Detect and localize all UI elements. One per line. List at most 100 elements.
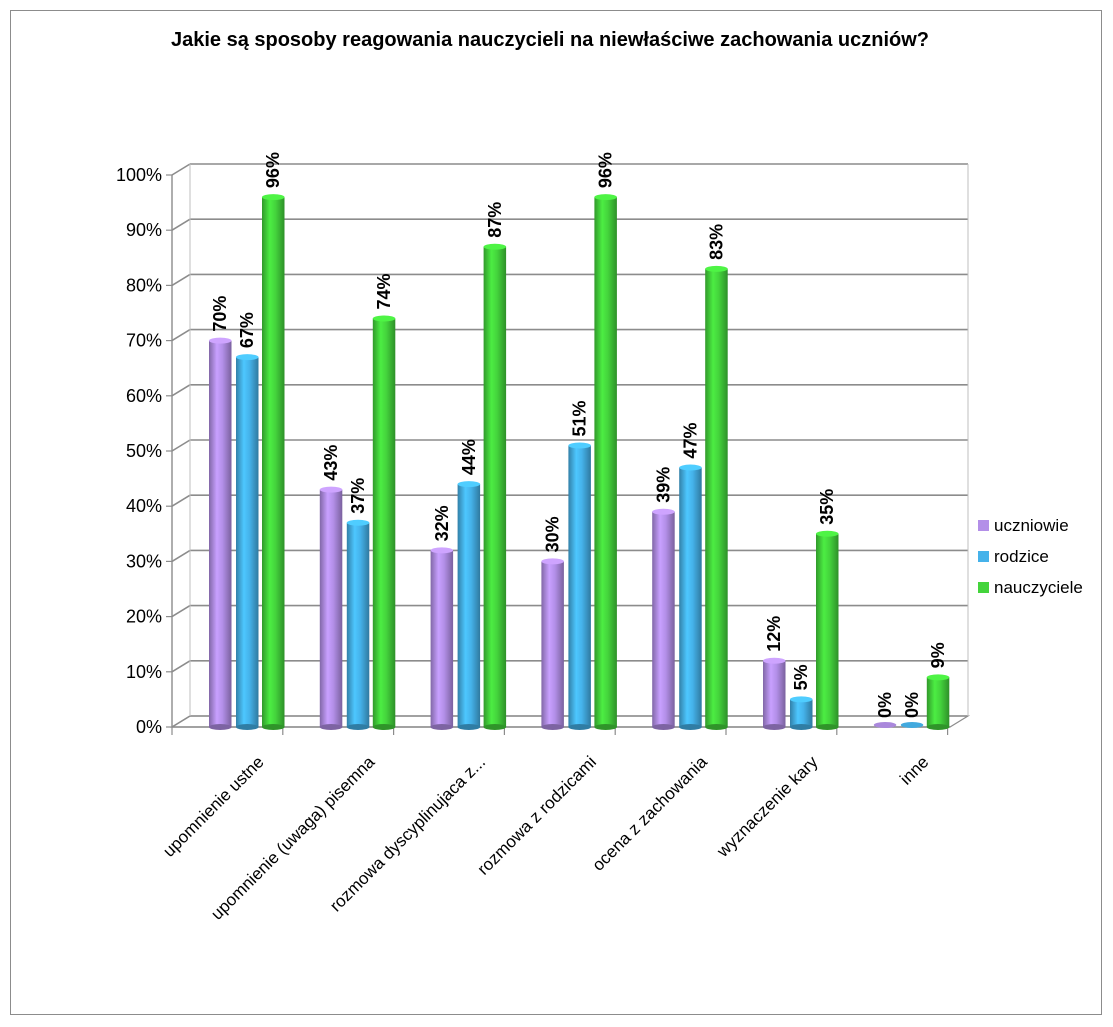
- bar-body: [372, 318, 396, 727]
- bar: [568, 442, 591, 730]
- bar-body: [568, 445, 591, 727]
- bar-base: [541, 724, 564, 730]
- bar: [816, 530, 839, 730]
- bar-body: [457, 484, 481, 727]
- data-label: 74%: [374, 273, 394, 309]
- gridline-depth: [171, 549, 191, 563]
- bar: [705, 265, 728, 730]
- bar-cap: [319, 486, 343, 493]
- data-label: 32%: [432, 505, 452, 541]
- y-tick-label: 0%: [136, 717, 162, 737]
- bar-body: [236, 357, 259, 727]
- bar-cap: [568, 442, 591, 449]
- y-tick-label: 40%: [126, 496, 162, 516]
- bar-base: [209, 724, 232, 730]
- bar-base: [763, 724, 786, 730]
- bar-body: [594, 197, 617, 727]
- data-label: 0%: [875, 692, 895, 718]
- bar: [594, 194, 617, 730]
- bar: [873, 722, 897, 728]
- bar-base: [483, 724, 507, 730]
- bar: [430, 547, 454, 730]
- legend-item: rodzice: [978, 541, 1083, 572]
- bar-base: [790, 724, 813, 730]
- bar-cap: [430, 547, 454, 554]
- bar: [679, 464, 702, 730]
- bar-cap: [236, 354, 259, 361]
- legend-item: nauczyciele: [978, 572, 1083, 603]
- gridline-depth: [171, 328, 191, 342]
- y-tick-label: 10%: [126, 662, 162, 682]
- bar-body: [816, 533, 839, 727]
- bar-body: [763, 660, 786, 727]
- bar-base: [568, 724, 591, 730]
- bar-body: [262, 197, 285, 727]
- bar-cap: [346, 519, 370, 526]
- bar-base: [236, 724, 259, 730]
- bar: [541, 558, 564, 730]
- data-label: 39%: [653, 467, 673, 503]
- bar: [209, 337, 232, 730]
- data-label: 37%: [348, 478, 368, 514]
- bar: [900, 722, 924, 728]
- chart-frame: [10, 10, 1102, 1015]
- bar: [346, 519, 370, 730]
- bar-cap: [594, 194, 617, 201]
- bar-cap: [873, 722, 897, 728]
- data-label: 35%: [817, 489, 837, 525]
- data-label: 83%: [706, 224, 726, 260]
- legend-item: uczniowie: [978, 510, 1083, 541]
- bar-body: [652, 511, 675, 727]
- data-label: 30%: [543, 516, 563, 552]
- data-label: 44%: [459, 439, 479, 475]
- gridline-depth: [171, 163, 191, 176]
- y-tick-label: 30%: [126, 551, 162, 571]
- gridline-depth: [171, 384, 191, 397]
- bar: [790, 696, 813, 730]
- bar-cap: [652, 508, 675, 515]
- bar-cap: [483, 243, 507, 250]
- x-tick-label: upomnienie ustne: [159, 752, 267, 860]
- bar: [483, 243, 507, 730]
- bar-body: [430, 550, 454, 727]
- legend-label: nauczyciele: [994, 577, 1083, 597]
- bar-cap: [372, 315, 396, 322]
- bar: [763, 657, 786, 730]
- bar-cap: [763, 657, 786, 664]
- bar: [457, 481, 481, 730]
- data-label: 47%: [680, 423, 700, 459]
- bar-body: [541, 561, 564, 727]
- legend-label: rodzice: [994, 546, 1049, 566]
- gridline-depth: [171, 218, 191, 231]
- data-label: 70%: [210, 296, 230, 332]
- bar-cap: [209, 337, 232, 344]
- data-label: 87%: [485, 202, 505, 238]
- bar: [372, 315, 396, 730]
- legend: uczniowie rodzice nauczyciele: [978, 510, 1083, 603]
- bar-cap: [457, 481, 481, 488]
- bar-cap: [541, 558, 564, 565]
- data-label: 96%: [263, 152, 283, 188]
- chart-title: Jakie są sposoby reagowania nauczycieli …: [170, 29, 930, 51]
- gridline-depth: [171, 273, 191, 287]
- bar-body: [705, 268, 728, 727]
- data-label: 12%: [764, 616, 784, 652]
- bar-base: [679, 724, 702, 730]
- bar-body: [209, 340, 232, 727]
- data-label: 67%: [237, 312, 257, 348]
- bar-cap: [705, 265, 728, 272]
- gridline-depth: [171, 604, 191, 618]
- bar-body: [790, 699, 813, 727]
- gridline-depth: [171, 439, 191, 452]
- bar-base: [457, 724, 481, 730]
- y-tick-label: 70%: [126, 331, 162, 351]
- bar-base: [372, 724, 396, 730]
- bar-base: [705, 724, 728, 730]
- y-tick-label: 50%: [126, 441, 162, 461]
- x-tick-label: inne: [896, 752, 932, 788]
- y-tick-label: 20%: [126, 607, 162, 627]
- bar: [652, 508, 675, 730]
- bar-base: [430, 724, 454, 730]
- bar-body: [926, 677, 950, 727]
